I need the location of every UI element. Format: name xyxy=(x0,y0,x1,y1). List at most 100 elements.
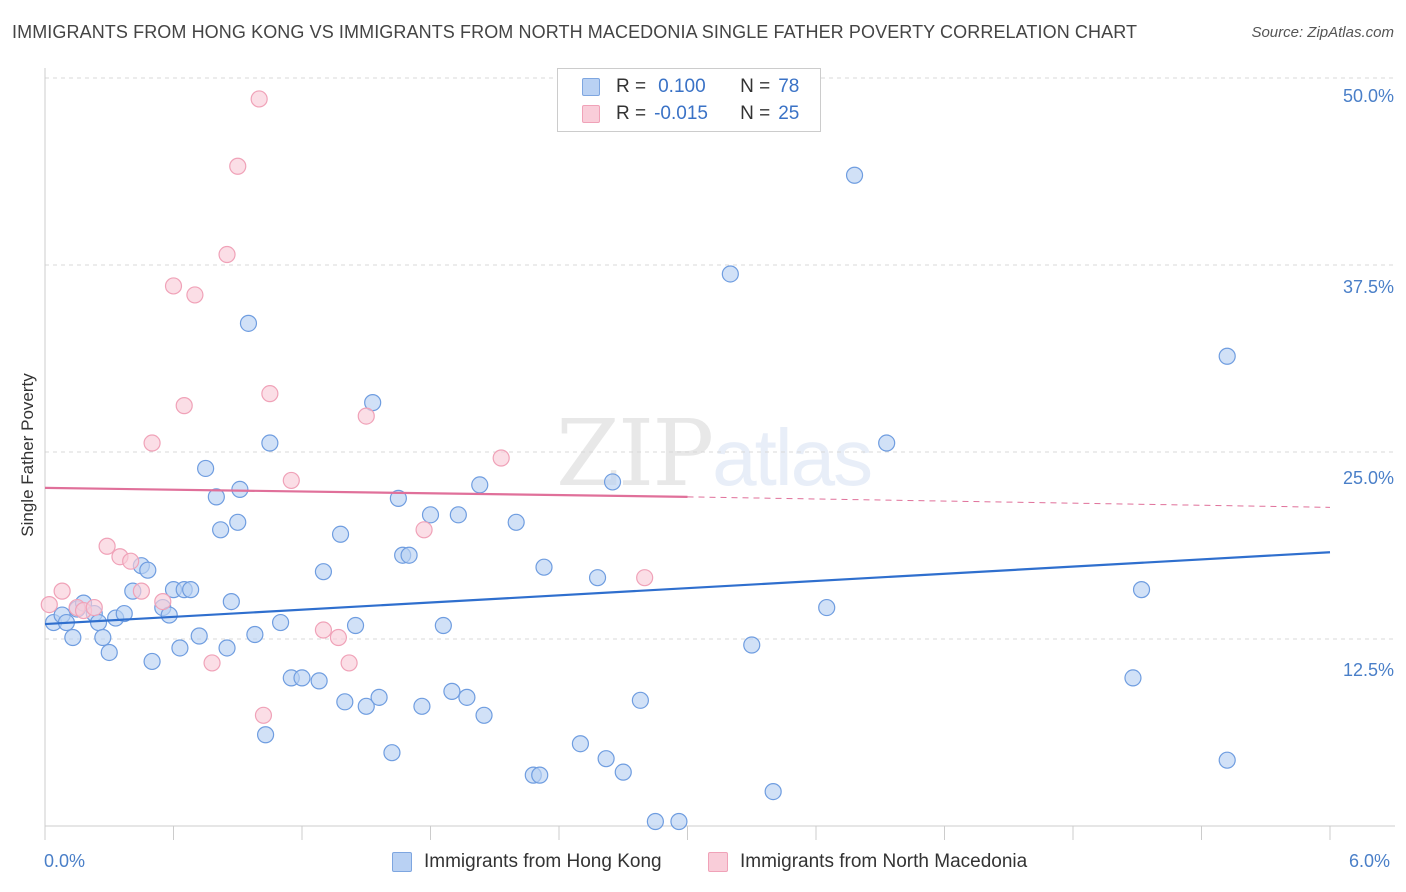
point-hong-kong xyxy=(171,639,189,657)
point-hong-kong xyxy=(1218,751,1236,769)
point-hong-kong xyxy=(231,480,249,498)
point-north-macedonia xyxy=(203,654,221,672)
series-legend: Immigrants from Hong Kong Immigrants fro… xyxy=(0,851,1406,877)
point-north-macedonia xyxy=(415,521,433,539)
point-hong-kong xyxy=(670,812,688,831)
point-north-macedonia xyxy=(340,654,358,672)
correlation-legend: R = 0.100 N = 78 R = -0.015 N = 25 xyxy=(557,68,821,132)
point-hong-kong xyxy=(1124,669,1142,687)
point-hong-kong xyxy=(100,643,118,662)
point-hong-kong xyxy=(314,563,333,581)
point-north-macedonia xyxy=(85,598,103,617)
point-hong-kong xyxy=(246,625,264,644)
point-hong-kong xyxy=(139,561,157,579)
r-label: R = xyxy=(616,103,647,124)
point-north-macedonia xyxy=(218,245,236,264)
legend-swatch-pink xyxy=(708,852,728,872)
point-hong-kong xyxy=(631,691,649,709)
point-north-macedonia xyxy=(229,157,247,175)
n-label: N = xyxy=(740,103,771,124)
source-label: Source: ZipAtlas.com xyxy=(1251,24,1394,41)
chart-title: IMMIGRANTS FROM HONG KONG VS IMMIGRANTS … xyxy=(12,22,1138,42)
point-hong-kong xyxy=(614,763,632,781)
y-axis-label: Single Father Poverty xyxy=(18,373,37,537)
point-hong-kong xyxy=(239,314,258,332)
legend-swatch-blue xyxy=(392,852,412,872)
point-north-macedonia xyxy=(261,385,279,403)
legend-row-hong-kong: R = 0.100 N = 78 xyxy=(582,75,799,99)
point-hong-kong xyxy=(400,546,418,564)
point-north-macedonia xyxy=(314,621,333,639)
point-hong-kong xyxy=(229,513,247,531)
point-north-macedonia xyxy=(143,434,161,452)
r-label: R = xyxy=(616,76,647,97)
point-hong-kong xyxy=(115,604,133,623)
point-hong-kong xyxy=(588,569,607,587)
n-label: N = xyxy=(740,76,771,97)
point-hong-kong xyxy=(764,782,782,801)
point-north-macedonia xyxy=(175,397,193,415)
point-hong-kong xyxy=(531,766,549,784)
r-value: 0.100 xyxy=(658,76,706,97)
point-north-macedonia xyxy=(122,552,140,570)
point-hong-kong xyxy=(475,706,493,724)
x-tick-label: 0.0% xyxy=(44,851,86,871)
x-tick-label: 6.0% xyxy=(1349,851,1391,871)
point-north-macedonia xyxy=(40,595,58,614)
r-value: -0.015 xyxy=(654,103,708,124)
trend-line-north-macedonia xyxy=(687,496,1331,508)
point-hong-kong xyxy=(434,616,452,635)
legend-item-north-macedonia[interactable]: Immigrants from North Macedonia xyxy=(708,851,1027,873)
point-north-macedonia xyxy=(98,537,116,555)
point-hong-kong xyxy=(443,682,461,700)
point-north-macedonia xyxy=(282,471,300,490)
point-north-macedonia xyxy=(164,277,183,295)
point-hong-kong xyxy=(310,672,328,690)
point-hong-kong xyxy=(182,581,200,599)
point-hong-kong xyxy=(507,513,525,531)
point-north-macedonia xyxy=(186,286,204,304)
point-north-macedonia xyxy=(329,628,348,647)
trend-line-north-macedonia xyxy=(44,486,688,498)
legend-item-hong-kong[interactable]: Immigrants from Hong Kong xyxy=(392,851,662,873)
point-north-macedonia xyxy=(132,582,150,600)
point-hong-kong xyxy=(646,812,664,831)
point-hong-kong xyxy=(383,744,401,762)
point-hong-kong xyxy=(370,688,388,706)
point-hong-kong xyxy=(336,693,354,711)
point-north-macedonia xyxy=(636,569,654,587)
point-hong-kong xyxy=(207,488,225,506)
point-hong-kong xyxy=(89,613,108,632)
point-north-macedonia xyxy=(254,706,273,724)
point-hong-kong xyxy=(845,166,864,184)
legend-row-north-macedonia: R = -0.015 N = 25 xyxy=(582,102,799,126)
point-hong-kong xyxy=(1132,581,1151,599)
point-north-macedonia xyxy=(492,449,510,467)
legend-label: Immigrants from Hong Kong xyxy=(424,851,662,872)
point-hong-kong xyxy=(331,525,350,543)
y-tick-label: 37.5% xyxy=(1342,277,1394,297)
point-north-macedonia xyxy=(53,582,71,600)
point-hong-kong xyxy=(261,434,279,452)
point-hong-kong xyxy=(535,558,553,576)
point-hong-kong xyxy=(256,726,275,744)
watermark: ZIPatlas xyxy=(556,400,873,507)
point-north-macedonia xyxy=(154,592,172,611)
point-hong-kong xyxy=(143,652,161,671)
point-hong-kong xyxy=(597,750,615,768)
point-hong-kong xyxy=(222,592,240,611)
y-tick-label: 25.0% xyxy=(1342,468,1394,488)
n-value: 78 xyxy=(778,76,800,97)
trend-line-hong-kong xyxy=(44,551,1331,626)
point-hong-kong xyxy=(878,434,896,452)
point-hong-kong xyxy=(389,489,407,507)
legend-label: Immigrants from North Macedonia xyxy=(740,851,1028,872)
point-hong-kong xyxy=(471,476,489,494)
watermark-zip: ZIP xyxy=(556,400,714,507)
point-hong-kong xyxy=(1218,347,1236,365)
point-hong-kong xyxy=(197,459,215,478)
point-north-macedonia xyxy=(357,407,375,425)
legend-swatch-blue xyxy=(582,78,600,96)
point-hong-kong xyxy=(421,506,440,524)
